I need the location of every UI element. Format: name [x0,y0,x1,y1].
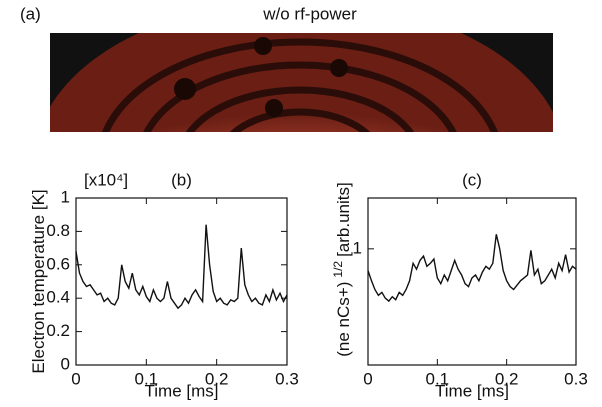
panel-label: (c) [462,170,482,189]
y-tick-label: 0.4 [46,288,70,307]
x-tick-label: 0.2 [205,369,229,388]
panel-label: (a) [20,4,41,23]
y-tick-label: 0.8 [46,221,70,240]
y-tick-label: 0.6 [46,254,70,273]
y-multiplier: [x10⁴] [84,170,128,189]
x-tick-label: 0 [363,369,372,388]
y-tick-label: 0.2 [46,321,70,340]
x-tick-label: 0 [71,369,80,388]
x-tick-label: 0.3 [275,369,299,388]
y-axis-label-sup: 1/2 [331,261,345,278]
x-tick-label: 0.1 [135,369,159,388]
plot-frame [75,197,288,366]
photo-title: w/o rf-power [262,4,357,23]
y-axis-label: Electron temperature [K] [29,189,48,373]
x-tick-label: 0.2 [495,369,519,388]
x-tick-label: 0.3 [564,369,588,388]
panel-label: (b) [171,170,192,189]
x-tick-label: 0.1 [426,369,450,388]
y-axis-label: (ne nCs+) 1/2 [arb.units] [331,182,353,356]
y-axis-label-main: Electron temperature [K] [29,189,48,373]
data-line [75,224,288,310]
y-tick-label: 0 [61,354,70,373]
x-axis-label: Time [ms] [435,381,509,400]
plot-frame [367,197,577,366]
y-axis-label-main: (ne nCs+) [334,282,353,357]
photo [50,33,553,132]
y-axis-label-unit: [arb.units] [334,182,353,257]
y-tick-label: 1 [353,238,362,257]
data-line [367,234,577,303]
y-tick-label: 1 [61,187,70,206]
x-axis-label: Time [ms] [145,381,219,400]
